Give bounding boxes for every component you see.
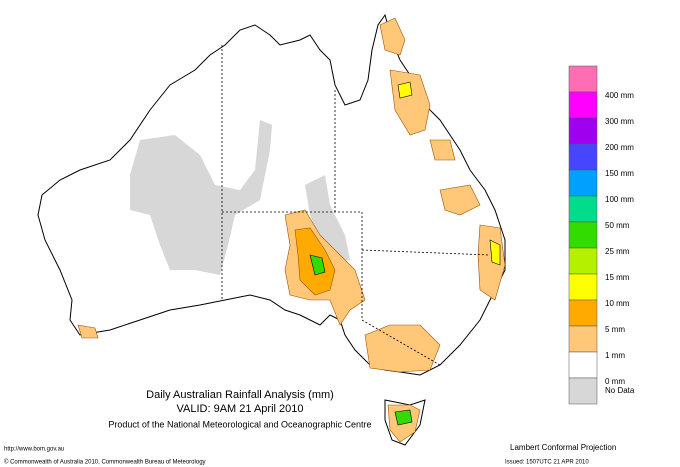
legend-label: 25 mm — [605, 247, 630, 256]
legend-label: 150 mm — [605, 169, 634, 178]
rain-10mm — [397, 81, 413, 99]
legend-label: 400 mm — [605, 91, 634, 100]
legend-label: 1 mm — [605, 351, 625, 360]
projection: Lambert Conformal Projection — [510, 443, 616, 452]
legend-swatch — [568, 169, 598, 197]
legend-label: 200 mm — [605, 143, 634, 152]
legend-swatch — [568, 221, 598, 249]
issued: Issued: 1507UTC 21 APR 2010 — [505, 460, 589, 466]
legend-swatch — [568, 195, 598, 223]
map-title: Daily Australian Rainfall Analysis (mm) — [146, 389, 334, 401]
copyright: © Commonwealth of Australia 2010, Common… — [4, 459, 206, 466]
legend-label: 10 mm — [605, 299, 630, 308]
rain-1mm — [429, 139, 456, 161]
legend-label: 50 mm — [605, 221, 630, 230]
legend-swatch — [568, 91, 598, 119]
product-note: Product of the National Meteorological a… — [108, 419, 371, 429]
legend-swatch — [568, 117, 598, 145]
legend-label: 0 mm — [605, 377, 625, 386]
legend-swatch — [568, 377, 598, 405]
rain-1mm — [477, 224, 506, 301]
rain-25mm — [309, 254, 326, 276]
legend-swatch — [568, 273, 598, 301]
state-border — [361, 249, 491, 256]
legend-swatch — [568, 351, 598, 379]
url: http://www.bom.gov.au — [4, 447, 64, 453]
no-data-area — [305, 175, 350, 262]
legend-swatch — [568, 65, 598, 93]
rain-25mm — [394, 409, 413, 426]
legend-swatch — [568, 325, 598, 353]
rain-1mm — [77, 324, 99, 339]
legend-label: 5 mm — [605, 325, 625, 334]
rain-1mm — [364, 324, 441, 373]
no-data-area — [130, 120, 272, 275]
legend-swatch — [568, 143, 598, 171]
legend-label: 300 mm — [605, 117, 634, 126]
legend-label: 15 mm — [605, 273, 630, 282]
valid-time: VALID: 9AM 21 April 2010 — [177, 403, 304, 415]
legend-label: 100 mm — [605, 195, 634, 204]
state-border — [361, 319, 441, 366]
legend-swatch — [568, 299, 598, 327]
legend: 400 mm 300 mm 200 mm 150 mm 100 mm 50 mm 25 mm… — [568, 65, 635, 405]
legend-label: No Data — [605, 386, 635, 395]
legend-swatch — [568, 247, 598, 275]
rain-10mm — [489, 239, 501, 266]
state-border — [222, 211, 363, 320]
rain-1mm — [379, 17, 406, 56]
rain-1mm — [439, 184, 481, 216]
